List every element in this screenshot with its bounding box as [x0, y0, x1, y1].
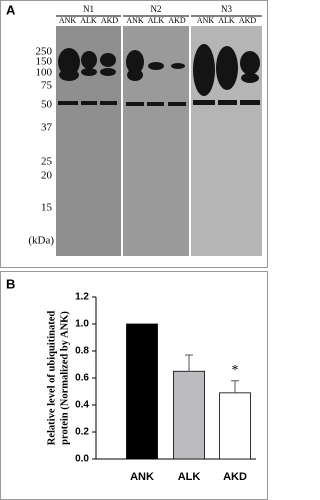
marker-label: 50	[41, 99, 53, 111]
marker-label: 37	[41, 122, 53, 134]
blot	[56, 15, 262, 256]
error-bar	[185, 354, 193, 372]
y-tick-label: 0.2	[75, 427, 89, 438]
lane-label: ANK	[126, 16, 144, 25]
y-tick-label: 0.8	[75, 346, 89, 357]
group-label: N2	[151, 4, 162, 14]
group-label: N1	[83, 4, 94, 14]
y-tick-label: 1.0	[75, 319, 89, 330]
annotation: *	[232, 363, 239, 378]
marker-label: 250	[36, 46, 53, 58]
panel-label: A	[6, 2, 16, 17]
group-label: N3	[221, 4, 232, 14]
x-tick-label: ANK	[130, 471, 154, 483]
x-tick-label: AKD	[223, 471, 247, 483]
marker-label: 100	[36, 67, 53, 79]
error-bar	[231, 380, 239, 393]
marker-label: 25	[41, 156, 53, 168]
bar	[219, 392, 251, 460]
marker-label: 75	[41, 80, 53, 92]
y-axis-label: protein (Normalized by ANK)	[59, 311, 70, 445]
y-tick-label: 0.4	[75, 400, 89, 411]
bar	[126, 323, 158, 460]
lane-label: ANK	[59, 16, 77, 25]
lane-label: ALK	[80, 16, 97, 25]
lane-label: AKD	[101, 16, 119, 25]
y-tick-label: 1.2	[75, 292, 89, 303]
y-tick-label: 0.6	[75, 373, 89, 384]
y-axis-label: Relative level of ubiquitinated	[46, 311, 57, 446]
lane-label: AKD	[168, 16, 186, 25]
panel-label: B	[6, 276, 15, 291]
lane-label: ALK	[148, 16, 165, 25]
bar	[173, 370, 205, 460]
marker-label: 15	[41, 202, 53, 214]
panel-a-frame	[0, 0, 268, 268]
lane-label: ALK	[218, 16, 235, 25]
marker-label: 150	[36, 56, 53, 68]
lane-label: AKD	[239, 16, 257, 25]
x-tick-label: ALK	[178, 471, 201, 483]
lane-label: ANK	[197, 16, 215, 25]
y-tick-label: 0.0	[75, 454, 89, 465]
marker-label: 20	[41, 170, 53, 182]
unit-label: (kDa)	[28, 235, 54, 247]
